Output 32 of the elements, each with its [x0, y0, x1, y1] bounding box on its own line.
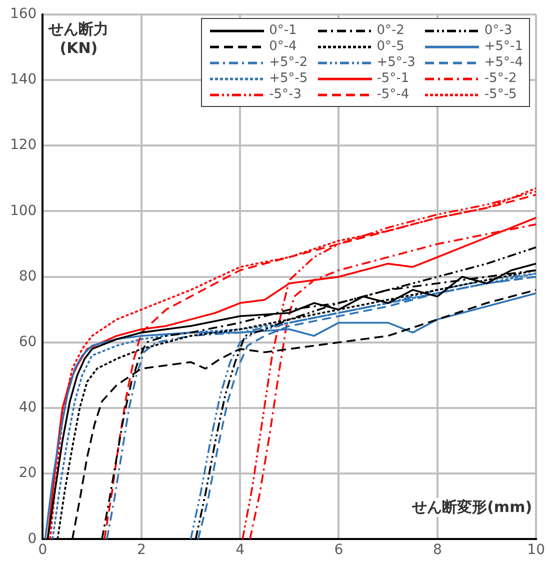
legend-label: 0°-4	[269, 39, 297, 54]
x-tick-label: 6	[334, 542, 344, 558]
legend-label: +5°-1	[484, 39, 523, 54]
x-axis-title: せん断変形(mm)	[412, 498, 532, 518]
x-tick-label: 8	[432, 542, 442, 558]
x-tick-label: 2	[136, 542, 146, 558]
legend-label: 0°-2	[376, 23, 404, 38]
legend-label: +5°-5	[269, 71, 308, 86]
y-tick-label: 20	[18, 465, 37, 482]
legend-label: -5°-4	[376, 87, 410, 102]
y-tick-label: 80	[18, 268, 37, 284]
legend-label: +5°-4	[484, 55, 523, 70]
y-tick-label: 40	[18, 400, 37, 416]
legend-label: -5°-2	[484, 71, 517, 86]
y-axis-title: せん断力 (KN)	[48, 20, 109, 58]
legend-label: +5°-2	[269, 55, 308, 70]
legend-label: 0°-5	[376, 39, 404, 54]
x-tick-label: 10	[527, 542, 546, 558]
legend-label: 0°-3	[484, 23, 512, 38]
y-tick-label: 0	[28, 530, 37, 547]
legend-label: +5°-3	[376, 55, 416, 70]
y-tick-label: 120	[10, 137, 37, 154]
y-tick-label: 160	[10, 6, 37, 22]
legend-label: 0°-1	[269, 23, 297, 38]
x-tick-label: 4	[236, 542, 245, 558]
y-tick-label: 60	[18, 334, 37, 350]
legend-label: -5°-1	[376, 71, 410, 86]
y-tick-label: 100	[10, 202, 37, 219]
legend-label: -5°-5	[484, 87, 517, 102]
y-tick-label: 140	[10, 72, 37, 88]
x-tick-label: 0	[38, 542, 48, 558]
legend-label: -5°-3	[269, 87, 302, 102]
